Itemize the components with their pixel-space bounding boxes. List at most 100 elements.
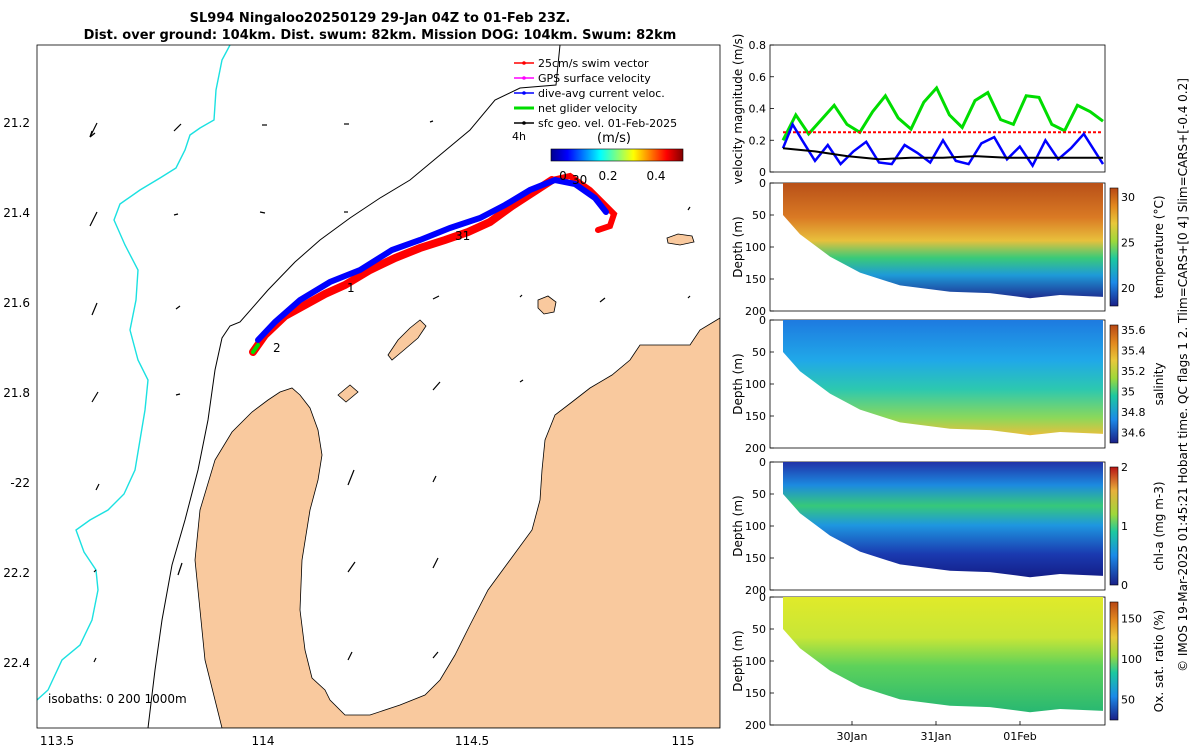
svg-text:-22: -22 <box>10 476 30 490</box>
section-field <box>783 462 1103 578</box>
section-xtick-label: 01Feb <box>1003 730 1036 743</box>
mainland-land <box>194 317 720 728</box>
section-ytick-label: 100 <box>745 378 766 391</box>
islands <box>337 233 695 403</box>
section-xtick-label: 30Jan <box>837 730 868 743</box>
geostrophic-velocity-arrows <box>89 120 691 663</box>
velocity-ytick-label: 0.6 <box>749 71 767 84</box>
title-line-2: Dist. over ground: 104km. Dist. swum: 82… <box>83 28 677 43</box>
section-colorbar <box>1109 601 1119 721</box>
section-ytick-label: 200 <box>745 305 766 318</box>
velocity-series-line-0 <box>781 85 1104 141</box>
svg-text:sfc geo. vel. 01-Feb-2025: sfc geo. vel. 01-Feb-2025 <box>538 117 677 130</box>
svg-text:GPS surface velocity: GPS surface velocity <box>538 72 651 85</box>
svg-text:114: 114 <box>252 734 275 748</box>
colorbar-tick-label: 100 <box>1121 653 1142 666</box>
section-ytick-label: 50 <box>752 623 766 636</box>
map-legend: 25cm/s swim vector GPS surface velocity … <box>512 57 677 143</box>
colorbar-label: salinity <box>1152 362 1166 405</box>
section-ytick-label: 200 <box>745 584 766 597</box>
isobaths-label: isobaths: 0 200 1000m <box>48 692 187 706</box>
track-label-31: 31 <box>455 229 470 243</box>
svg-text:net glider velocity: net glider velocity <box>538 102 638 115</box>
section-ytick-label: 100 <box>745 655 766 668</box>
colorbar-tick: 0.2 <box>598 169 617 183</box>
map-frame <box>36 44 721 729</box>
colorbar-tick-label: 35 <box>1121 386 1135 399</box>
title-line-1: SL994 Ningaloo20250129 29-Jan 04Z to 01-… <box>189 11 571 26</box>
colorbar-unit: (m/s) <box>597 131 631 146</box>
colorbar-tick: 0.4 <box>646 169 665 183</box>
legend-item-gps: GPS surface velocity <box>514 72 651 85</box>
track-label-2: 2 <box>273 341 281 355</box>
section-ytick-label: 50 <box>752 488 766 501</box>
track-map: 30 31 1 2 25cm/s swim vector GPS surface… <box>3 44 721 748</box>
legend-item-dac: dive-avg current veloc. <box>514 87 665 100</box>
section-panel-3: 0 50 100 150 200 Depth (m) 2 1 0 chl-a (mg m-3) <box>731 456 1166 597</box>
section-field <box>783 320 1103 436</box>
isobath-1000m <box>37 45 231 701</box>
velocity-series-line-2 <box>781 121 1105 169</box>
section-ytick-label: 150 <box>745 273 766 286</box>
track-label-1: 1 <box>347 281 355 295</box>
svg-text:113.5: 113.5 <box>40 734 74 748</box>
colorbar-tick: 0 <box>559 169 567 183</box>
section-ytick-label: 50 <box>752 346 766 359</box>
velocity-ytick-label: 0 <box>759 166 766 179</box>
section-ytick-label: 150 <box>745 552 766 565</box>
track-day-labels: 30 31 1 2 <box>273 173 587 355</box>
velocity-ytick-label: 0.8 <box>749 39 767 52</box>
section-colorbar <box>1109 324 1119 444</box>
colorbar-tick-label: 1 <box>1121 520 1128 533</box>
section-ytick-label: 0 <box>759 456 766 469</box>
colorbar-label: temperature (°C) <box>1152 196 1166 299</box>
svg-text:114.5: 114.5 <box>455 734 489 748</box>
colorbar-tick-label: 30 <box>1121 191 1135 204</box>
svg-text:22.2: 22.2 <box>3 566 30 580</box>
svg-text:22.4: 22.4 <box>3 656 30 670</box>
section-field <box>783 183 1103 299</box>
section-ylabel: Depth (m) <box>731 216 745 277</box>
lon-ticks: 113.5 114 114.5 115 <box>40 734 695 748</box>
svg-text:21.4: 21.4 <box>3 206 30 220</box>
colorbar-tick-label: 34.6 <box>1121 427 1146 440</box>
svg-text:21.6: 21.6 <box>3 296 30 310</box>
section-ytick-label: 150 <box>745 410 766 423</box>
section-panel-1: 0 50 100 150 200 Depth (m) 30 25 20 temperature (… <box>731 177 1166 318</box>
section-ytick-label: 150 <box>745 687 766 700</box>
section-ylabel: Depth (m) <box>731 630 745 691</box>
velocity-ylabel: velocity magnitude (m/s) <box>731 34 745 185</box>
svg-text:21.8: 21.8 <box>3 386 30 400</box>
colorbar-tick-label: 35.6 <box>1121 324 1146 337</box>
section-ytick-label: 0 <box>759 177 766 190</box>
lat-ticks: 21.2 21.4 21.6 21.8 -22 22.2 22.4 <box>3 116 30 670</box>
speed-colorbar: (m/s) 0 0.2 0.4 <box>550 131 684 183</box>
section-ytick-label: 200 <box>745 719 766 732</box>
colorbar-tick-label: 34.8 <box>1121 406 1146 419</box>
glider-track <box>249 172 618 356</box>
colorbar-label: chl-a (mg m-3) <box>1152 481 1166 570</box>
section-ylabel: Depth (m) <box>731 353 745 414</box>
svg-text:25cm/s swim vector: 25cm/s swim vector <box>538 57 649 70</box>
colorbar-tick-label: 0 <box>1121 579 1128 592</box>
velocity-chart: 0 0.2 0.4 0.6 0.8 velocity magnitude (m/s) <box>731 34 1106 185</box>
svg-text:21.2: 21.2 <box>3 116 30 130</box>
velocity-series-line-3 <box>782 147 1103 161</box>
section-panel-2: 0 50 100 150 200 Depth (m) 35.6 35.4 35.2 35 34.8 3… <box>731 314 1166 455</box>
section-xtick-label: 31Jan <box>921 730 952 743</box>
section-colorbar <box>1109 466 1119 586</box>
velocity-ytick-label: 0.4 <box>749 103 767 116</box>
colorbar-tick-label: 50 <box>1121 694 1135 707</box>
legend-item-geo: sfc geo. vel. 01-Feb-2025 <box>514 117 677 130</box>
section-ytick-label: 50 <box>752 209 766 222</box>
legend-item-swim: 25cm/s swim vector <box>514 57 649 70</box>
section-colorbar <box>1109 187 1119 307</box>
colorbar-tick-label: 150 <box>1121 612 1142 625</box>
svg-text:dive-avg current veloc.: dive-avg current veloc. <box>538 87 665 100</box>
colorbar-tick-label: 35.4 <box>1121 345 1146 358</box>
velocity-series <box>781 85 1105 169</box>
legend-item-net: net glider velocity <box>514 102 638 115</box>
